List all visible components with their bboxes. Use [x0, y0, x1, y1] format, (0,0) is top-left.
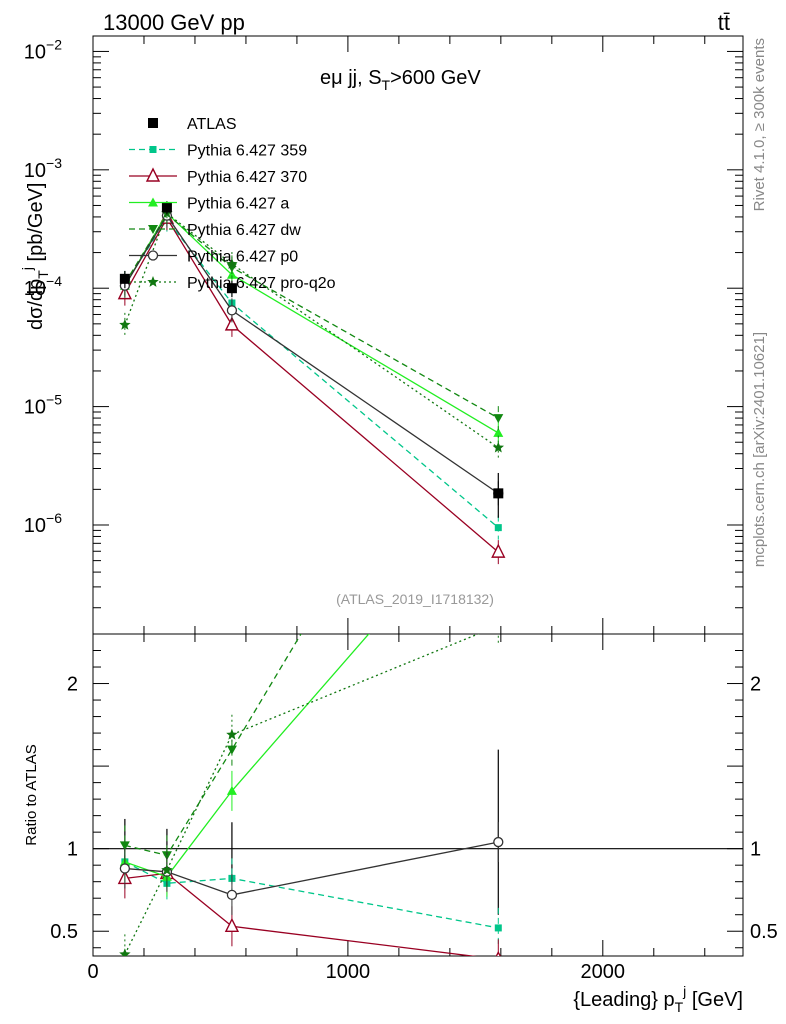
legend-label-3: Pythia 6.427 dw: [187, 222, 301, 239]
main-line-1: [124, 216, 499, 553]
legend-marker-data: [148, 118, 158, 128]
header-right: tt̄: [718, 10, 730, 35]
data-point: [493, 488, 504, 499]
main-point-5: [492, 441, 504, 453]
y-tick-label: 10−6: [24, 510, 62, 537]
data-point: [226, 283, 237, 294]
ratio-y-tick-label-left: 2: [67, 674, 78, 696]
ratio-ticks: [92, 634, 743, 956]
ratio-point-4: [119, 863, 131, 874]
main-panel: 10−6 10−5 10−4 10−3 10−2 eμ jj, ST>600 GeV (…: [19, 35, 744, 635]
legend: ATLAS Pythia 6.427 359 Pythia 6.427 370 Pyt…: [129, 116, 336, 292]
main-ticks: [92, 36, 743, 634]
legend-marker-2: [148, 197, 158, 207]
legend-marker-0: [149, 146, 157, 153]
main-data-points: [119, 201, 504, 518]
legend-marker-1: [145, 167, 161, 182]
y-tick-label: 10−4: [24, 273, 62, 300]
main-line-2: [124, 212, 499, 434]
ratio-y-tick-label-right: 2: [750, 674, 761, 696]
legend-label-data: ATLAS: [187, 116, 237, 133]
legend-label-5: Pythia 6.427 pro-q2o: [187, 275, 336, 292]
main-point-5: [119, 318, 131, 330]
y-tick-label: 10−3: [24, 155, 62, 182]
ratio-line-2: [124, 634, 370, 878]
ratio-point-0: [494, 924, 502, 932]
ratio-point-5: [119, 948, 131, 956]
ratio-point-3: [493, 300, 503, 309]
main-point-2: [493, 427, 504, 437]
header-left: 13000 GeV pp: [103, 10, 245, 35]
main-point-1: [491, 543, 506, 558]
ratio-line-3: [124, 634, 302, 857]
main-point-1: [224, 316, 240, 331]
legend-marker-4: [147, 250, 159, 261]
data-point: [161, 202, 172, 213]
y-tick-label: 10−5: [24, 392, 62, 419]
ratio-line-0: [124, 861, 499, 929]
analysis-ref: (ATLAS_2019_I1718132): [336, 591, 494, 607]
main-point-0: [494, 524, 502, 532]
ratio-ytick-labels: 0.5 0.5 1 1 2 2: [50, 674, 778, 944]
main-series: [117, 201, 506, 565]
ratio-point-4: [226, 889, 238, 901]
ratio-y-tick-label-right: 1: [750, 839, 761, 861]
main-line-3: [124, 213, 499, 419]
legend-marker-5: [147, 276, 159, 287]
main-point-3: [493, 414, 504, 424]
chart-title: eμ jj, ST>600 GeV: [320, 67, 481, 93]
x-tick-label: 1000: [326, 961, 371, 983]
main-point-5: [226, 258, 238, 269]
data-point: [119, 273, 130, 284]
legend-label-1: Pythia 6.427 370: [187, 169, 307, 186]
side-label-bottom: mcplots.cern.ch [arXiv:2401.10621]: [751, 332, 768, 567]
legend-label-2: Pythia 6.427 a: [187, 196, 289, 213]
ratio-point-1: [495, 950, 501, 956]
ratio-point-3: [119, 841, 130, 851]
legend-label-0: Pythia 6.427 359: [187, 143, 307, 160]
ratio-point-2: [226, 785, 237, 795]
ratio-y-label: Ratio to ATLAS: [23, 744, 40, 845]
title-sub: T: [382, 77, 391, 93]
legend-marker-3: [148, 225, 158, 234]
y-tick-label: 10−2: [24, 36, 62, 63]
ratio-y-tick-label-right: 0.5: [750, 921, 778, 943]
ratio-series: [117, 300, 504, 956]
ratio-line-5: [124, 634, 480, 955]
main-line-4: [124, 214, 499, 494]
ratio-point-1: [224, 917, 240, 932]
main-ytick-labels: 10−6 10−5 10−4 10−3 10−2: [24, 36, 62, 537]
main-point-2: [226, 269, 237, 279]
ratio-point-5: [161, 864, 173, 875]
x-tick-label: 0: [87, 961, 98, 983]
ratio-line-4: [124, 841, 499, 896]
x-tick-labels: 0 1000 2000: [87, 961, 625, 983]
title-tail: >600 GeV: [390, 67, 481, 89]
x-tick-label: 2000: [581, 961, 626, 983]
ratio-line-1: [124, 872, 477, 956]
legend-label-4: Pythia 6.427 p0: [187, 249, 298, 266]
main-line-5: [124, 212, 499, 449]
side-label-top: Rivet 4.1.0, ≥ 300k events: [751, 38, 768, 211]
ratio-y-tick-label-left: 1: [67, 839, 78, 861]
x-axis-label: {Leading} pTj [GeV]: [573, 983, 743, 1015]
ratio-point-5: [493, 620, 504, 631]
ratio-band: [93, 749, 743, 915]
main-line-0: [124, 218, 499, 529]
main-point-4: [226, 305, 238, 316]
ratio-y-tick-label-left: 0.5: [50, 921, 78, 943]
ratio-point-5: [226, 728, 238, 740]
ratio-point-4: [493, 836, 504, 848]
ratio-frame: [92, 633, 744, 957]
ratio-panel: 0.5 0.5 1 1 2 2 Ratio to ATLAS: [23, 300, 778, 957]
main-y-label: dσ/dpTj [pb/GeV]: [19, 183, 51, 330]
